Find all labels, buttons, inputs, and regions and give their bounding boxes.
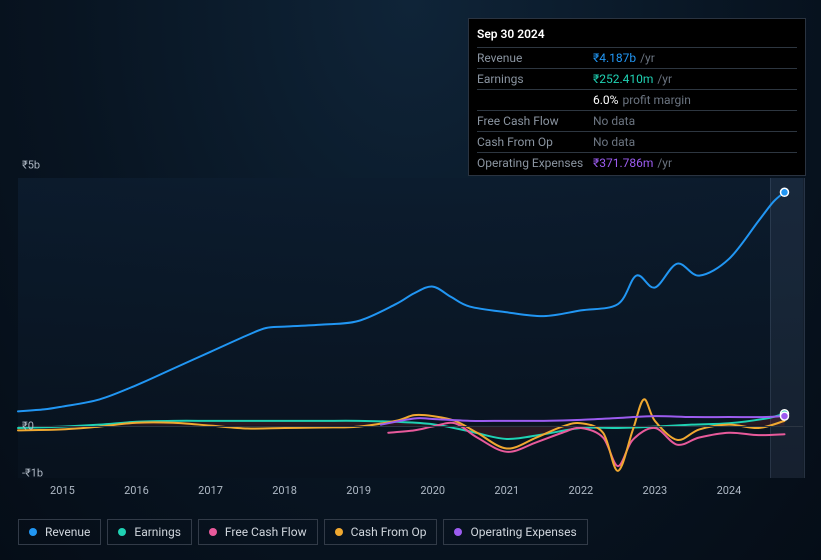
tooltip-row: Cash From OpNo data (477, 131, 797, 152)
tooltip-row: 6.0%profit margin (477, 89, 797, 110)
x-axis-tick: 2016 (124, 484, 149, 497)
chart-tooltip: Sep 30 2024 Revenue₹4.187b/yrEarnings₹25… (468, 18, 806, 176)
tooltip-row-label: Free Cash Flow (477, 112, 593, 130)
chart-legend: Revenue Earnings Free Cash Flow Cash From O… (18, 519, 588, 545)
grid-line-zero (18, 426, 803, 427)
tooltip-row-label: Cash From Op (477, 133, 593, 151)
y-axis-label: ₹0 (22, 419, 34, 432)
tooltip-row-value: 6.0% (593, 91, 618, 109)
x-axis-tick: 2017 (198, 484, 223, 497)
tooltip-row-value: ₹371.786m (593, 154, 653, 172)
tooltip-row: Free Cash FlowNo data (477, 110, 797, 131)
legend-item-opex[interactable]: Operating Expenses (443, 519, 587, 545)
x-axis-tick: 2015 (50, 484, 75, 497)
tooltip-row-label (477, 91, 593, 109)
tooltip-row-suffix: /yr (657, 154, 672, 172)
chart-lines (18, 178, 803, 478)
tooltip-row-suffix: /yr (657, 70, 672, 88)
tooltip-row: Earnings₹252.410m/yr (477, 68, 797, 89)
tooltip-row-value: ₹4.187b (593, 49, 636, 67)
legend-item-cfo[interactable]: Cash From Op (324, 519, 438, 545)
tooltip-row-value: ₹252.410m (593, 70, 653, 88)
tooltip-row-suffix: /yr (640, 49, 655, 67)
x-axis-tick: 2019 (346, 484, 371, 497)
tooltip-row-nodata: No data (593, 112, 635, 130)
tooltip-row-label: Earnings (477, 70, 593, 88)
legend-label: Operating Expenses (470, 525, 576, 539)
x-axis-tick: 2018 (272, 484, 297, 497)
legend-dot (29, 528, 37, 536)
x-axis-tick: 2021 (494, 484, 519, 497)
y-axis-label: ₹5b (22, 159, 40, 172)
x-axis-tick: 2020 (420, 484, 445, 497)
legend-label: Cash From Op (351, 525, 427, 539)
x-axis-tick: 2023 (643, 484, 668, 497)
legend-dot (335, 528, 343, 536)
x-axis-tick: 2022 (568, 484, 593, 497)
tooltip-row-label: Revenue (477, 49, 593, 67)
legend-label: Revenue (45, 525, 90, 539)
y-axis-label: -₹1b (22, 467, 43, 480)
tooltip-row: Revenue₹4.187b/yr (477, 47, 797, 68)
legend-label: Free Cash Flow (225, 525, 307, 539)
legend-dot (118, 528, 126, 536)
legend-label: Earnings (134, 525, 181, 539)
tooltip-row-nodata: No data (593, 133, 635, 151)
tooltip-title: Sep 30 2024 (477, 25, 797, 47)
x-axis-tick: 2024 (717, 484, 742, 497)
legend-dot (209, 528, 217, 536)
tooltip-row-suffix: profit margin (622, 91, 690, 109)
tooltip-row-label: Operating Expenses (477, 154, 593, 172)
legend-item-revenue[interactable]: Revenue (18, 519, 101, 545)
tooltip-row: Operating Expenses₹371.786m/yr (477, 152, 797, 173)
legend-dot (454, 528, 462, 536)
legend-item-fcf[interactable]: Free Cash Flow (198, 519, 318, 545)
legend-item-earnings[interactable]: Earnings (107, 519, 192, 545)
